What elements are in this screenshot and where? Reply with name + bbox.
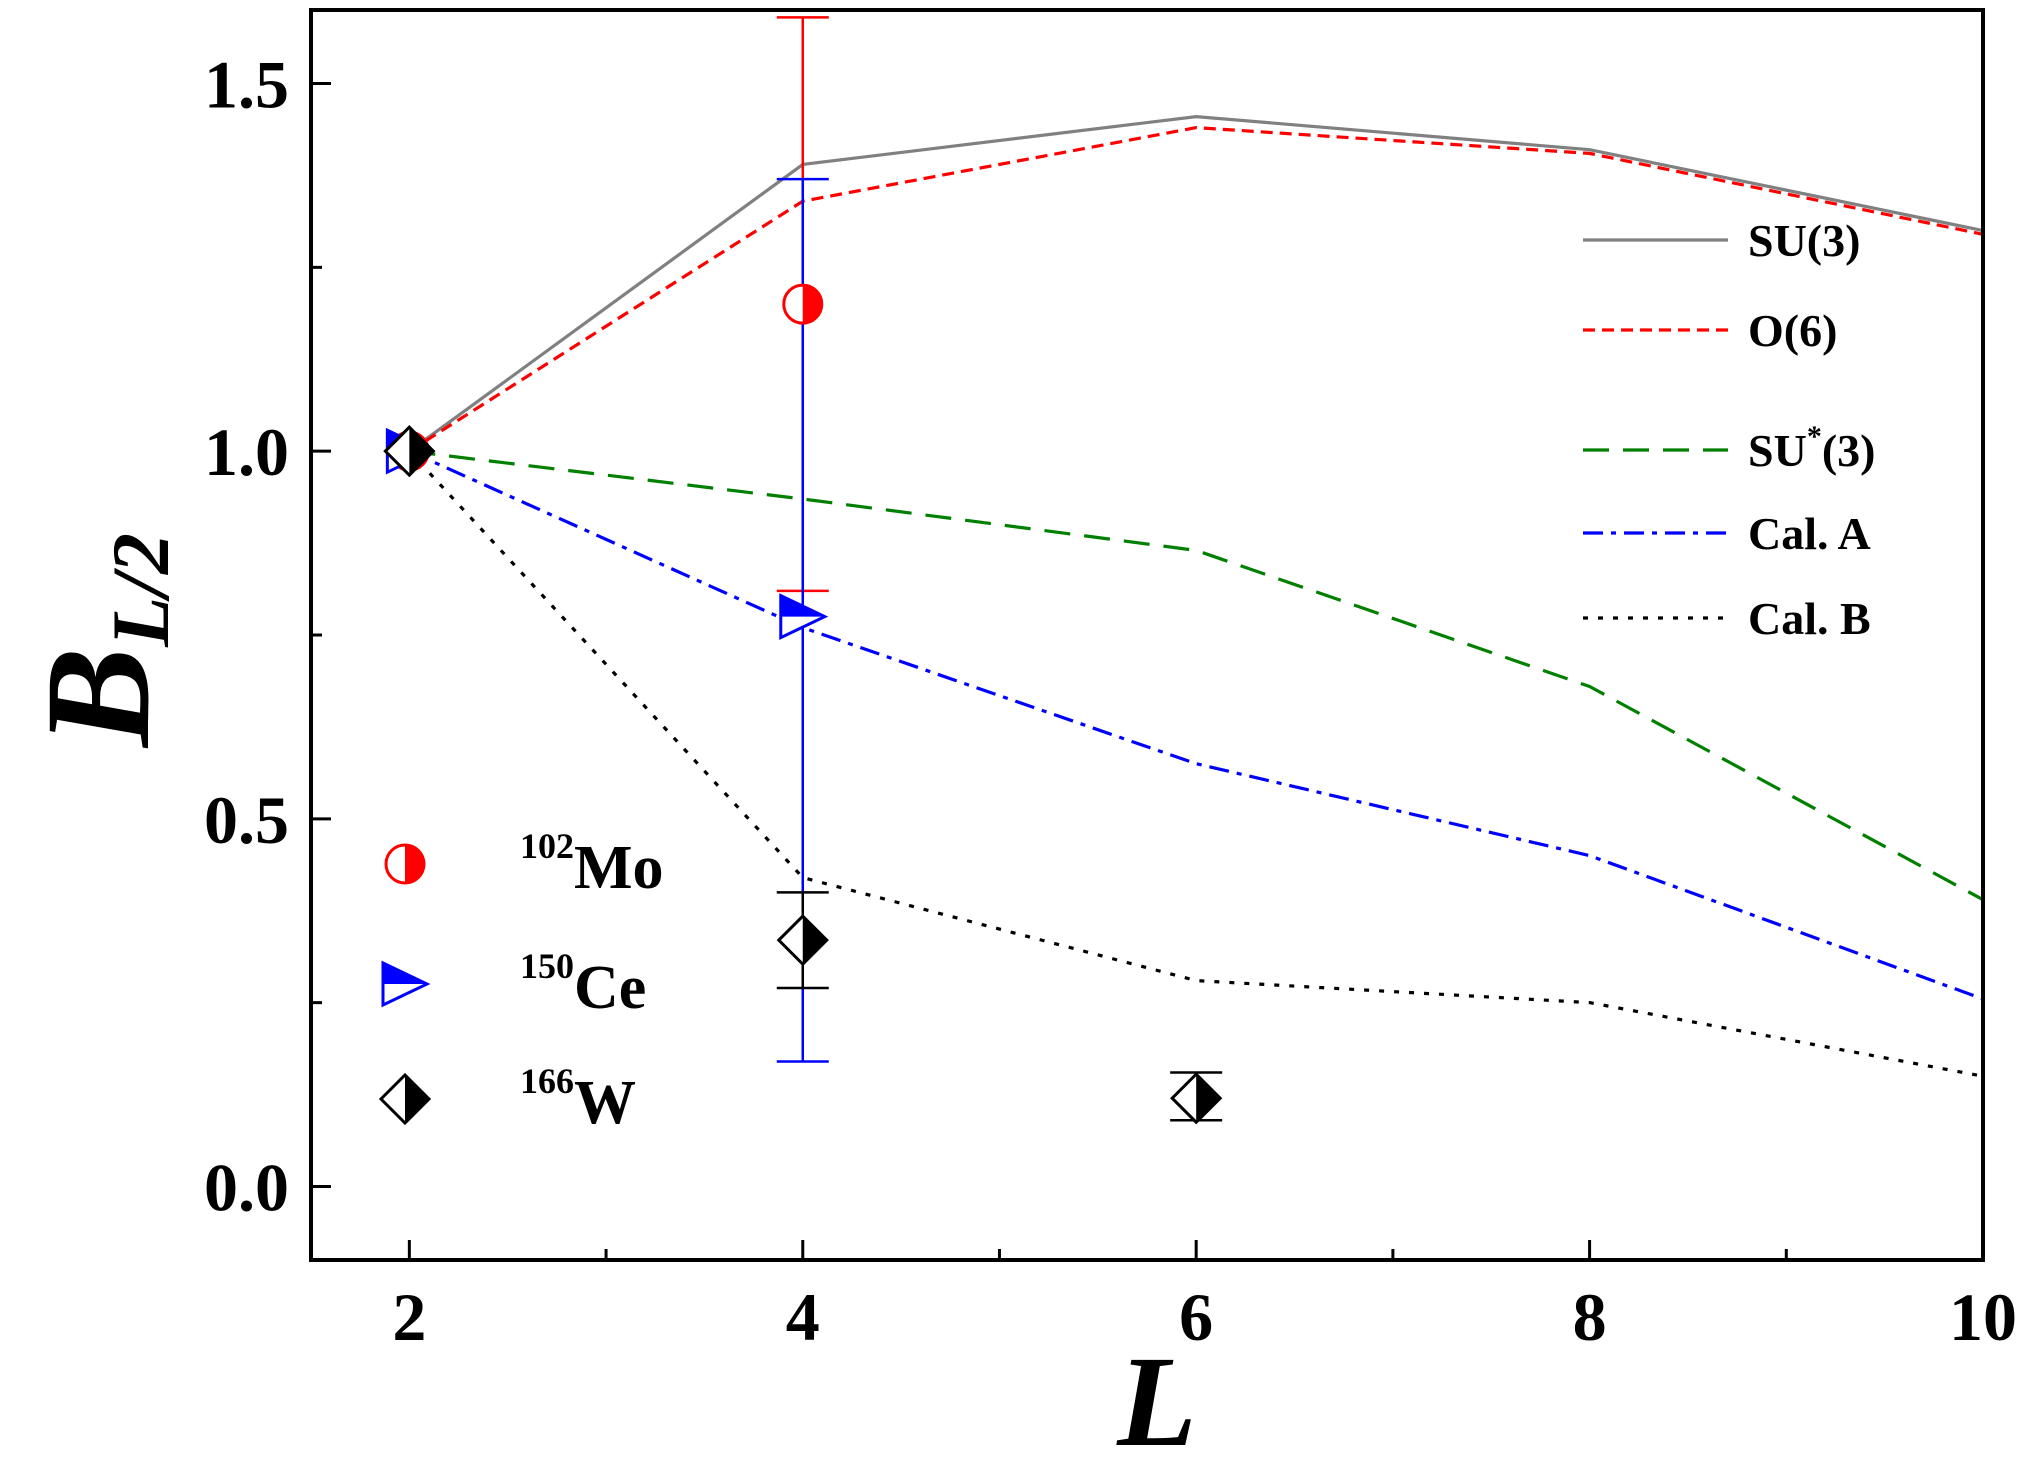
marker-fill <box>383 963 427 984</box>
y-tick-label: 1.0 <box>204 414 289 490</box>
series-line-3 <box>408 449 1984 1001</box>
x-tick-label: 2 <box>392 1279 426 1355</box>
marker-fill <box>405 845 424 883</box>
exp-legend-marker <box>378 1072 432 1126</box>
legend-label: SU(3) <box>1748 215 1860 266</box>
legend-entry-4: Cal. B <box>1583 593 1871 644</box>
exp-legend-label: 166W <box>520 1061 636 1137</box>
exp-legend-marker <box>384 843 426 885</box>
marker-fill <box>780 595 825 617</box>
legend-label-base: O(6) <box>1748 305 1837 356</box>
data-point-2-2 <box>1170 1072 1223 1125</box>
y-axis-title: BL/2 <box>15 533 186 749</box>
marker-fill <box>409 427 434 476</box>
series-line-1 <box>408 125 1984 453</box>
legend-entry-1: O(6) <box>1583 305 1837 356</box>
data-point-2-1 <box>776 914 829 967</box>
legend-label-base: SU(3) <box>1748 215 1860 266</box>
legend-label-rest: (3) <box>1822 425 1876 476</box>
exp-legend-mass: 150 <box>520 946 574 986</box>
legend-label-base: SU <box>1748 425 1807 476</box>
data-markers <box>383 283 1223 1125</box>
exp-legend-entry-1: 150Ce <box>381 946 646 1022</box>
y-axis-label: BL/2 <box>15 533 186 749</box>
marker-fill <box>802 916 827 965</box>
data-point-2-0 <box>383 425 436 478</box>
exp-legend-element: W <box>574 1069 636 1137</box>
axis-ticks <box>311 82 1985 1260</box>
legend-entry-3: Cal. A <box>1583 508 1871 559</box>
exp-legend-element: Ce <box>574 954 646 1022</box>
y-tick-label: 0.0 <box>204 1149 289 1225</box>
exp-legend-entry-0: 102Mo <box>384 826 664 902</box>
exp-legend-element: Mo <box>574 834 664 902</box>
series-lines <box>408 114 1984 1078</box>
legend-label-base: Cal. A <box>1748 508 1871 559</box>
legend-label: SU*(3) <box>1748 420 1875 476</box>
legend-label: O(6) <box>1748 305 1837 356</box>
axis-titles: L BL/2 <box>15 533 1197 1459</box>
y-tick-label: 0.5 <box>204 782 289 858</box>
x-tick-label: 6 <box>1179 1279 1213 1355</box>
marker-fill <box>405 1075 429 1123</box>
legend-entry-0: SU(3) <box>1583 215 1860 266</box>
exp-legend-mass: 166 <box>520 1061 574 1101</box>
exp-legend-mass: 102 <box>520 826 574 866</box>
error-bars <box>776 16 1223 1122</box>
exp-legend-marker <box>381 960 431 1008</box>
legend-label-base: Cal. B <box>1748 593 1871 644</box>
x-axis-title: L <box>1116 1330 1196 1459</box>
exp-legend-label: 150Ce <box>520 946 646 1022</box>
y-axis-main: B <box>15 647 181 749</box>
legend-label: Cal. A <box>1748 508 1871 559</box>
x-tick-label: 10 <box>1949 1279 2017 1355</box>
exp-legend-label: 102Mo <box>520 826 664 902</box>
y-axis-subscript: L/2 <box>95 533 186 648</box>
series-line-0 <box>408 114 1984 453</box>
x-tick-label: 8 <box>1573 1279 1607 1355</box>
y-tick-label: 1.5 <box>204 47 289 123</box>
data-point-1-1 <box>779 593 829 640</box>
legend-entry-2: SU*(3) <box>1583 420 1875 476</box>
tick-labels: 2 4 6 8 10 0.0 0.5 1.0 1.5 <box>204 47 2017 1355</box>
data-point-0-1 <box>782 283 824 325</box>
x-tick-label: 4 <box>786 1279 820 1355</box>
marker-fill <box>802 285 822 324</box>
series-line-2 <box>409 449 1984 902</box>
legend-label-sup: * <box>1807 420 1822 453</box>
exp-legend-entry-2: 166W <box>378 1061 636 1137</box>
marker-fill <box>1196 1074 1221 1123</box>
legend-label: Cal. B <box>1748 593 1871 644</box>
